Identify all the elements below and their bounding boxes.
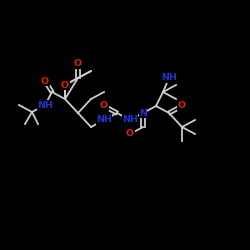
Text: O: O (100, 102, 108, 110)
Text: NH: NH (161, 74, 177, 82)
Text: N: N (139, 108, 147, 118)
Text: O: O (178, 102, 186, 110)
Text: NH: NH (37, 100, 53, 110)
Text: O: O (74, 60, 82, 68)
Text: NH: NH (122, 116, 138, 124)
Text: O: O (61, 80, 69, 90)
Text: O: O (126, 130, 134, 138)
Text: NH: NH (96, 116, 112, 124)
Text: O: O (41, 76, 49, 86)
